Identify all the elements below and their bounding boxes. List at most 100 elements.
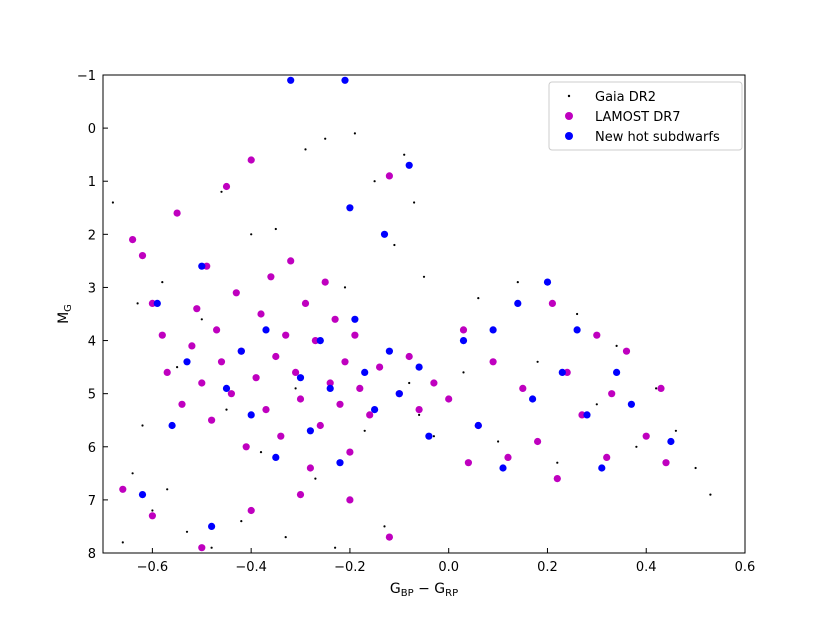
gaia-dr2-point xyxy=(516,281,519,284)
gaia-dr2-point xyxy=(393,243,396,247)
gaia-dr2-point xyxy=(141,424,144,427)
gaia-dr2-point xyxy=(225,408,228,411)
hot-subdwarf-point xyxy=(558,368,566,376)
hot-subdwarf-point xyxy=(361,368,369,376)
hot-subdwarf-point xyxy=(287,76,295,84)
lamost-dr7-point xyxy=(346,448,354,456)
gaia-dr2-point xyxy=(462,371,465,374)
lamost-dr7-point xyxy=(232,289,240,297)
gaia-dr2-point xyxy=(343,286,347,289)
hot-subdwarf-point xyxy=(371,406,379,414)
hot-subdwarf-point xyxy=(316,337,324,345)
gaia-dr2-point xyxy=(185,530,189,533)
hot-subdwarf-point xyxy=(351,315,359,323)
lamost-dr7-point xyxy=(405,352,413,361)
lamost-dr7-point xyxy=(415,406,423,414)
lamost-dr7-point xyxy=(622,347,631,355)
hot-subdwarf-point xyxy=(489,326,497,334)
gaia-dr2-point xyxy=(121,541,124,544)
lamost-dr7-point xyxy=(247,506,255,515)
x-tick-label: −0.2 xyxy=(334,560,366,575)
lamost-dr7-point xyxy=(227,390,235,398)
hot-subdwarf-point xyxy=(459,337,468,345)
lamost-dr7-point xyxy=(306,464,314,472)
hot-subdwarf-point xyxy=(573,326,581,334)
gaia-dr2-point xyxy=(422,275,426,278)
lamost-dr7-point xyxy=(158,331,166,339)
lamost-dr7-point xyxy=(445,395,453,403)
gaia-dr2-point xyxy=(151,509,154,512)
hot-subdwarf-point xyxy=(583,411,591,419)
legend-label: New hot subdwarfs xyxy=(595,130,720,145)
lamost-dr7-point xyxy=(198,544,206,552)
x-axis-ticks: −0.6 −0.4 −0.2 0.0 0.2 0.4 0.6 xyxy=(137,548,756,575)
x-tick-label: 0.6 xyxy=(735,560,756,575)
y-tick-label: 5 xyxy=(88,388,96,403)
gaia-dr2-point xyxy=(373,180,376,183)
lamost-dr7-point xyxy=(296,395,305,403)
y-tick-label: 4 xyxy=(88,335,96,350)
lamost-dr7-point xyxy=(252,374,260,382)
gaia-dr2-point xyxy=(111,201,114,204)
lamost-dr7-point xyxy=(272,352,280,361)
gaia-dr2-point xyxy=(674,429,678,432)
gaia-dr2-series xyxy=(111,132,712,549)
lamost-dr7-point xyxy=(553,475,561,483)
y-tick-label: 1 xyxy=(88,175,96,190)
legend-label: Gaia DR2 xyxy=(595,90,656,105)
lamost-dr7-point xyxy=(578,411,586,419)
lamost-dr7-point xyxy=(504,453,512,461)
gaia-dr2-point xyxy=(250,233,253,236)
lamost-dr7-point xyxy=(198,379,206,387)
lamost-dr7-point xyxy=(534,437,542,446)
hot-subdwarf-point xyxy=(667,437,675,446)
hot-subdwarf-point xyxy=(598,464,606,472)
lamost-dr7-point xyxy=(331,315,339,323)
hot-subdwarf-point xyxy=(380,230,389,238)
lamost-dr7-point xyxy=(336,400,344,408)
lamost-dr7-point xyxy=(178,400,186,408)
gaia-dr2-point xyxy=(304,148,307,151)
lamost-dr7-point xyxy=(222,182,231,191)
hot-subdwarf-point xyxy=(272,453,280,461)
gaia-dr2-point xyxy=(432,435,435,438)
gaia-dr2-point xyxy=(477,297,480,300)
lamost-dr7-point xyxy=(247,156,255,164)
lamost-dr7-point xyxy=(119,485,127,493)
lamost-dr7-point xyxy=(138,252,147,260)
lamost-dr7-point xyxy=(163,368,171,376)
gaia-dr2-point xyxy=(413,201,416,204)
hot-subdwarf-point xyxy=(222,384,231,392)
gaia-dr2-point xyxy=(408,381,411,385)
hot-subdwarf-point xyxy=(168,421,176,430)
lamost-dr7-point xyxy=(193,305,201,313)
lamost-dr7-point xyxy=(321,278,329,286)
hot-subdwarf-point xyxy=(138,491,147,499)
hot-subdwarf-point xyxy=(529,395,537,403)
lamost-dr7-point xyxy=(267,273,275,281)
gaia-dr2-point xyxy=(324,137,327,140)
hot-subdwarf-point xyxy=(237,347,245,355)
gaia-dr2-point xyxy=(240,520,243,523)
lamost-dr7-point xyxy=(519,384,527,392)
hot-subdwarf-point xyxy=(262,326,270,334)
hot-subdwarf-point xyxy=(474,421,482,430)
x-tick-label: −0.4 xyxy=(235,560,267,575)
hot-subdwarf-point xyxy=(627,400,636,408)
y-axis-ticks: −1 0 1 2 3 4 5 6 7 8 xyxy=(77,69,108,562)
lamost-dr7-point xyxy=(242,443,250,451)
lamost-dr7-point xyxy=(430,379,438,387)
lamost-dr7-point xyxy=(292,368,300,376)
lamost-dr7-point xyxy=(213,326,221,334)
hot-subdwarf-point xyxy=(514,299,522,307)
hot-subdwarf-point xyxy=(153,299,161,307)
hot-subdwarf-point xyxy=(326,384,334,392)
lamost-dr7-point xyxy=(459,326,468,334)
x-tick-label: −0.6 xyxy=(137,560,169,575)
gaia-dr2-point xyxy=(536,360,539,363)
lamost-dr7-series xyxy=(119,156,670,552)
legend-marker xyxy=(567,94,571,98)
lamost-dr7-point xyxy=(173,209,181,217)
gaia-dr2-point xyxy=(694,466,697,470)
legend-box xyxy=(548,81,743,151)
